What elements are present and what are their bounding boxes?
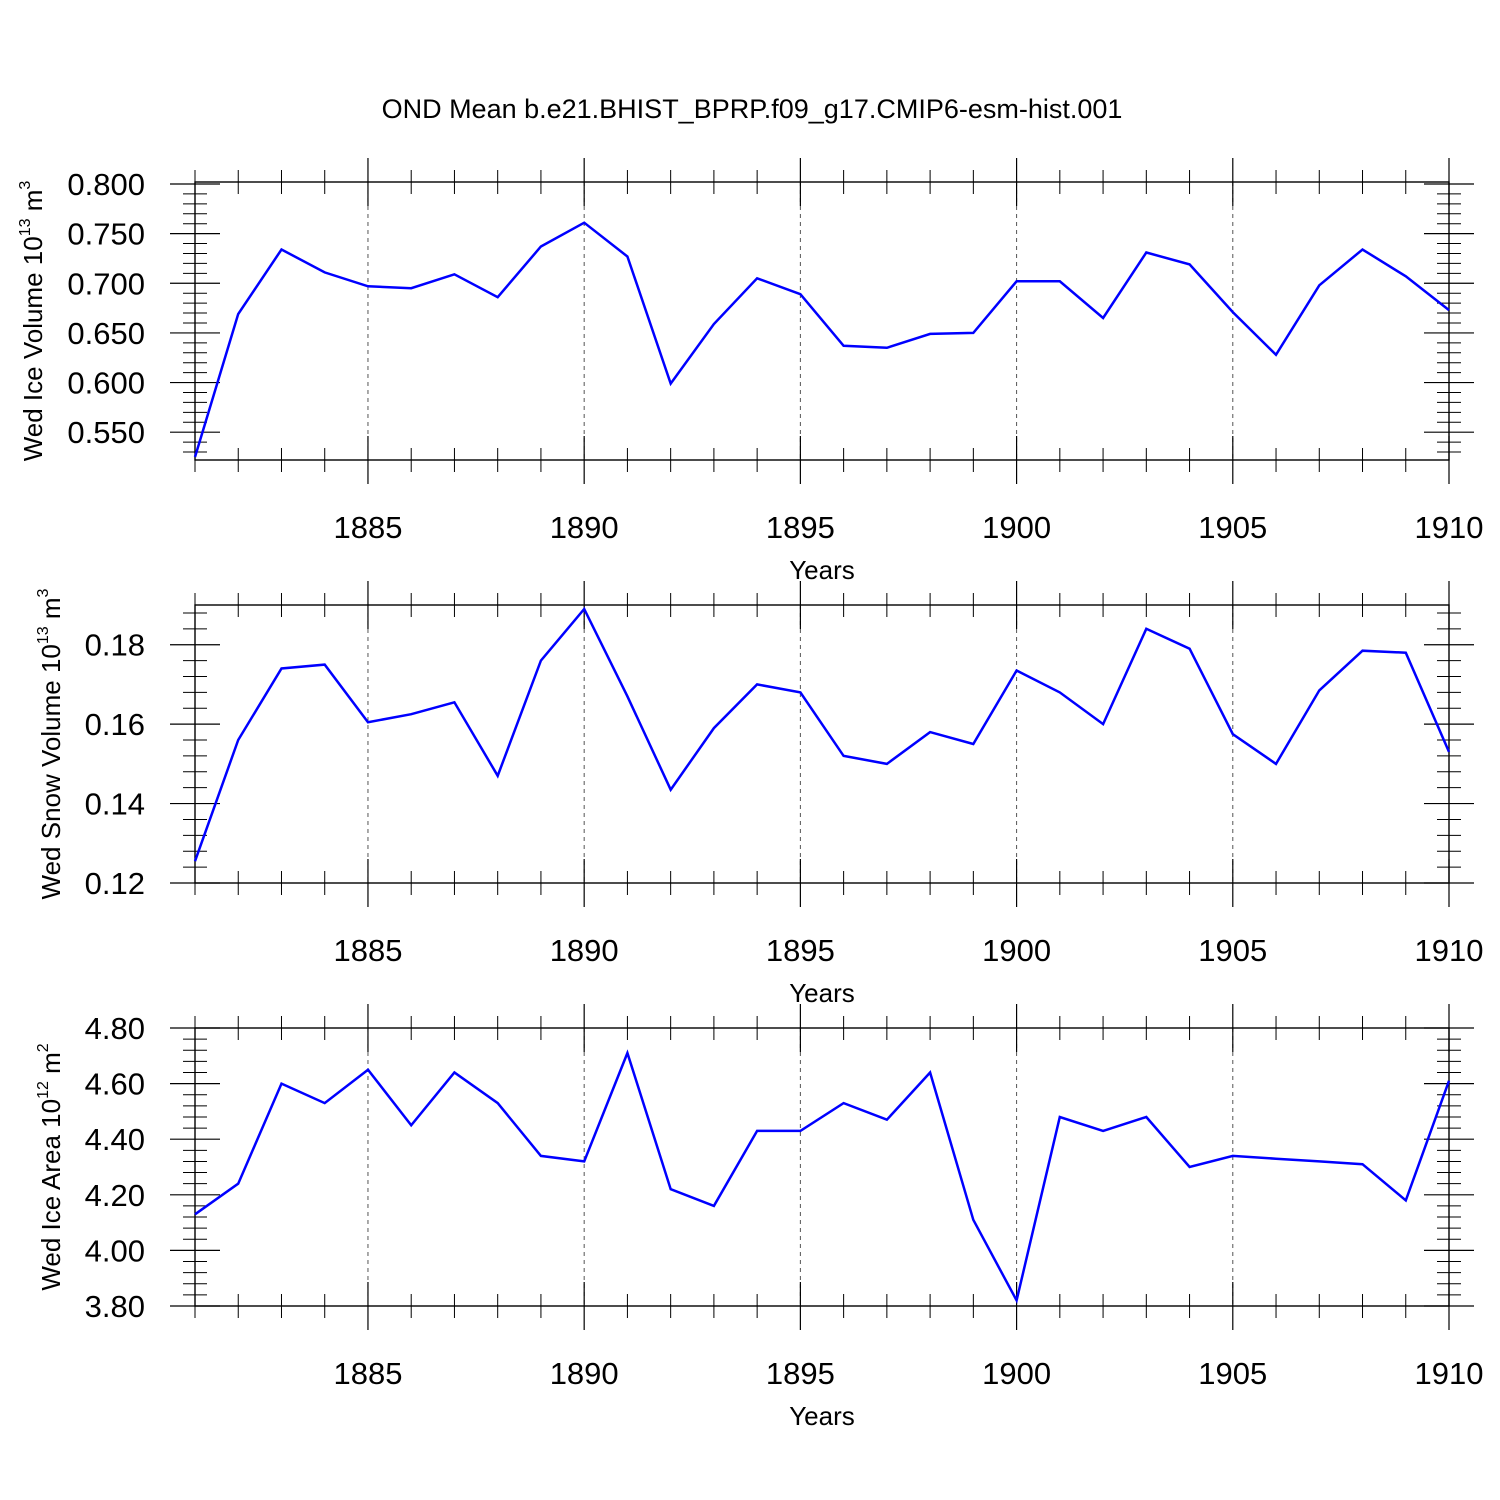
x-tick-label: 1890 [550,1356,619,1391]
y-tick-label: 0.14 [85,787,145,822]
plot-frame [194,1027,1450,1307]
x-axis-title: Years [789,1401,855,1431]
x-tick-label: 1895 [766,510,835,545]
x-tick-label: 1905 [1198,510,1267,545]
x-tick-label: 1900 [982,1356,1051,1391]
x-tick-label: 1890 [550,933,619,968]
x-axis-title: Years [789,978,855,1008]
y-axis-title: Wed Snow Volume 1013 m3 [35,588,66,899]
x-tick-label: 1910 [1415,1356,1484,1391]
y-tick-label: 0.550 [67,415,145,450]
x-tick-label: 1885 [333,1356,402,1391]
x-tick-label: 1905 [1198,933,1267,968]
x-axis-title: Years [789,555,855,585]
y-tick-label: 4.20 [85,1178,145,1213]
x-tick-label: 1905 [1198,1356,1267,1391]
y-tick-label: 0.18 [85,628,145,663]
chart-panel-2: 0.12 0.14 0.16 0.18 1885 1890 1895 1900 1905 1910… [35,581,1483,1008]
series-line [193,221,1450,458]
y-tick-label: 4.00 [85,1233,145,1268]
y-tick-label: 0.750 [67,217,145,252]
y-tick-label: 4.60 [85,1067,145,1102]
chart-panel-3: 3.80 4.00 4.20 4.40 4.60 4.80 1885 1890 1895 1900… [35,1004,1483,1431]
series-line [194,1049,1451,1304]
chart-panel-1: 0.550 0.600 0.650 0.700 0.750 0.800 1885 1890 18… [17,158,1483,585]
y-tick-label: 4.80 [85,1011,145,1046]
plot-frame [194,604,1450,884]
y-tick-label: 0.700 [67,266,145,301]
y-axis-title: Wed Ice Volume 1013 m3 [17,181,48,462]
x-tick-label: 1885 [333,510,402,545]
y-tick-label: 0.600 [67,366,145,401]
y-tick-label: 0.800 [67,167,145,202]
figure-title: OND Mean b.e21.BHIST_BPRP.f09_g17.CMIP6-… [382,94,1123,124]
x-tick-label: 1910 [1415,510,1484,545]
y-tick-label: 0.12 [85,866,145,901]
x-tick-label: 1895 [766,1356,835,1391]
y-axis-title: Wed Ice Area 1012 m2 [35,1043,66,1290]
x-tick-label: 1900 [982,933,1051,968]
y-tick-label: 3.80 [85,1289,145,1324]
x-tick-label: 1900 [982,510,1051,545]
series-line [193,606,1451,862]
y-tick-label: 0.16 [85,707,145,742]
x-tick-label: 1910 [1415,933,1484,968]
y-tick-label: 0.650 [67,316,145,351]
x-tick-label: 1890 [550,510,619,545]
x-tick-label: 1895 [766,933,835,968]
plot-frame [194,181,1450,461]
x-tick-label: 1885 [333,933,402,968]
y-tick-label: 4.40 [85,1122,145,1157]
